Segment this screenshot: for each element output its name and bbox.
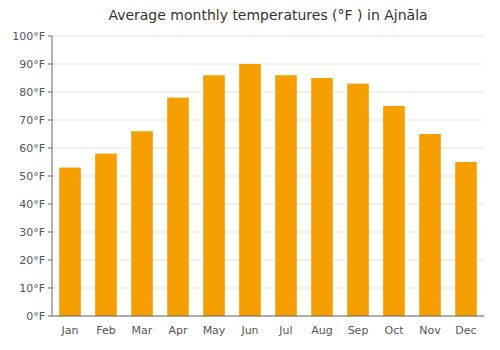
x-axis-line — [52, 316, 484, 317]
grid-line — [52, 316, 484, 317]
bar — [203, 75, 225, 316]
x-tick-label: Jan — [61, 324, 79, 337]
bar — [455, 162, 477, 316]
y-tick-label: 10°F — [19, 282, 45, 295]
y-tick-label: 0°F — [26, 310, 45, 323]
y-tick-label: 30°F — [19, 226, 45, 239]
x-tick-label: Jul — [278, 324, 292, 337]
y-tick-label: 50°F — [19, 170, 45, 183]
y-tick — [48, 176, 52, 177]
bar — [383, 106, 405, 316]
y-tick — [48, 204, 52, 205]
bar — [131, 131, 153, 316]
chart-title: Average monthly temperatures (°F ) in Aj… — [108, 7, 427, 23]
x-tick-label: Dec — [455, 324, 476, 337]
y-tick-label: 40°F — [19, 198, 45, 211]
chart-svg: Average monthly temperatures (°F ) in Aj… — [0, 0, 500, 350]
bar — [59, 168, 81, 316]
y-tick-label: 60°F — [19, 142, 45, 155]
bar — [167, 98, 189, 316]
y-tick-label: 90°F — [19, 58, 45, 71]
y-tick-label: 20°F — [19, 254, 45, 267]
y-tick — [48, 316, 52, 317]
y-tick-label: 70°F — [19, 114, 45, 127]
y-tick — [48, 260, 52, 261]
bar — [275, 75, 297, 316]
y-tick-label: 80°F — [19, 86, 45, 99]
x-tick-label: Aug — [311, 324, 332, 337]
y-tick — [48, 36, 52, 37]
grid-line — [52, 92, 484, 93]
x-tick-label: Mar — [132, 324, 153, 337]
bars — [59, 64, 477, 316]
y-tick — [48, 120, 52, 121]
bar — [95, 154, 117, 316]
bar — [419, 134, 441, 316]
x-tick-label: Sep — [348, 324, 369, 337]
y-tick — [48, 148, 52, 149]
chart-container: Average monthly temperatures (°F ) in Aj… — [0, 0, 500, 350]
x-tick-label: Oct — [384, 324, 404, 337]
y-axis: 0°F 10°F 20°F 30°F 40°F 50°F 60°F 70°F 80°F 90°F 1… — [12, 30, 52, 323]
y-axis-line — [52, 36, 53, 316]
bar — [347, 84, 369, 316]
x-tick-label: Nov — [419, 324, 441, 337]
y-tick — [48, 232, 52, 233]
y-tick — [48, 288, 52, 289]
bar — [311, 78, 333, 316]
page: {"chart_data": {"type": "bar", "title": … — [0, 0, 500, 350]
grid-line — [52, 120, 484, 121]
y-tick — [48, 92, 52, 93]
x-tick-label: Apr — [168, 324, 188, 337]
bar — [239, 64, 261, 316]
grid — [52, 36, 484, 316]
grid-line — [52, 64, 484, 65]
y-tick-label: 100°F — [12, 30, 45, 43]
y-tick — [48, 64, 52, 65]
x-tick-label: May — [203, 324, 226, 337]
x-tick-label: Jun — [240, 324, 258, 337]
x-tick-label: Feb — [96, 324, 115, 337]
grid-line — [52, 36, 484, 37]
x-axis: Jan Feb Mar Apr May Jun Jul Aug Sep Oct Nov Dec — [61, 324, 477, 337]
